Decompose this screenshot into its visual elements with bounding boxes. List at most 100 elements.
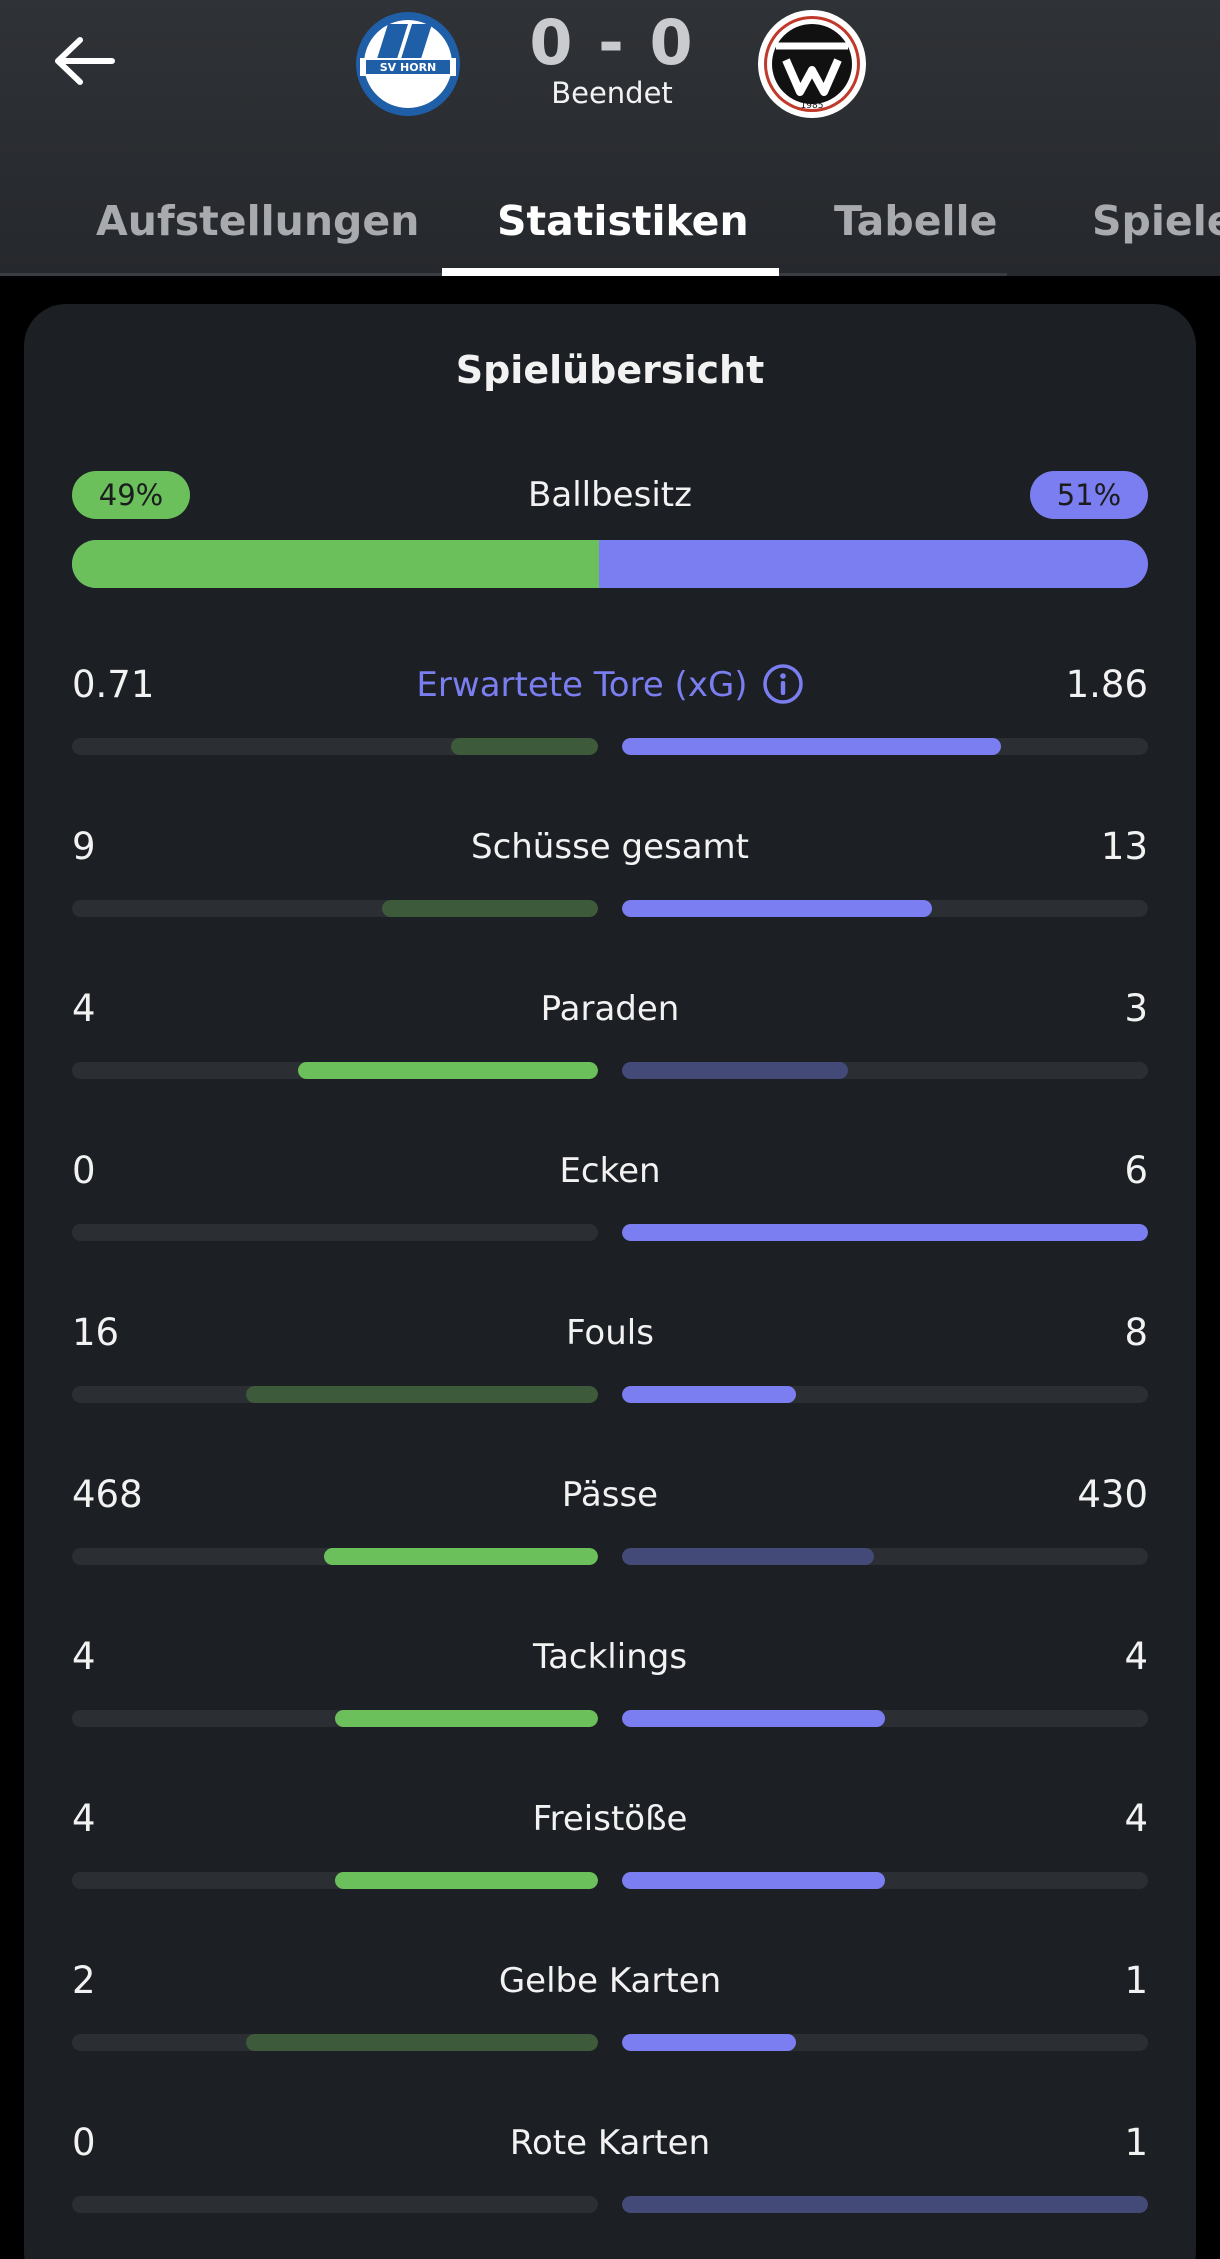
stat-label: Gelbe Karten bbox=[310, 1956, 910, 2006]
stat-away-value: 3 bbox=[1124, 987, 1148, 1030]
stat-label: Pässe bbox=[310, 1470, 910, 1520]
stat-bar-away-fill bbox=[622, 738, 1001, 755]
stat-bar-away-fill bbox=[622, 2196, 1148, 2213]
stat-away-value: 8 bbox=[1124, 1311, 1148, 1354]
info-icon[interactable] bbox=[762, 663, 804, 705]
stat-away-value: 1 bbox=[1124, 2121, 1148, 2164]
stat-bar-away-fill bbox=[622, 1710, 885, 1727]
active-tab-indicator bbox=[442, 268, 779, 276]
stat-bar-home-track bbox=[72, 1710, 598, 1727]
stat-label: Schüsse gesamt bbox=[310, 822, 910, 872]
stat-label: Freistöße bbox=[310, 1794, 910, 1844]
stat-label-text: Tacklings bbox=[532, 1637, 688, 1677]
stat-home-value: 16 bbox=[72, 1311, 120, 1354]
stat-bar-home-fill bbox=[382, 900, 598, 917]
stat-row-tacklings: 4 Tacklings 4 bbox=[0, 1632, 1220, 1732]
possession-bar bbox=[72, 540, 1148, 588]
away-team-crest[interactable]: 1985 bbox=[756, 8, 868, 120]
stat-row-schüsse-gesamt: 9 Schüsse gesamt 13 bbox=[0, 822, 1220, 922]
home-crest-text: SV HORN bbox=[380, 61, 437, 74]
stat-bar-away-track bbox=[622, 1062, 1148, 1079]
stat-home-value: 2 bbox=[72, 1959, 96, 2002]
stat-away-value: 1 bbox=[1124, 1959, 1148, 2002]
stat-row-fouls: 16 Fouls 8 bbox=[0, 1308, 1220, 1408]
stat-home-value: 9 bbox=[72, 825, 96, 868]
stat-away-value: 430 bbox=[1077, 1473, 1148, 1516]
stat-bar-away-track bbox=[622, 2196, 1148, 2213]
stat-bar-away-track bbox=[622, 1386, 1148, 1403]
home-team-crest[interactable]: SV HORN bbox=[352, 8, 464, 120]
stat-bar-home-fill bbox=[335, 1710, 598, 1727]
possession-label: Ballbesitz bbox=[528, 475, 692, 515]
tab-tabelle[interactable]: Tabelle bbox=[834, 197, 998, 245]
stat-label-text: Ecken bbox=[559, 1151, 661, 1191]
score: 0 - 0 bbox=[529, 6, 695, 79]
stat-home-value: 4 bbox=[72, 1635, 96, 1678]
possession-bar-home bbox=[72, 540, 600, 588]
stat-bar-home-fill bbox=[245, 2034, 598, 2051]
stat-home-value: 0.71 bbox=[72, 663, 155, 706]
scoreboard: 0 - 0 Beendet bbox=[512, 6, 712, 110]
stat-bar-home-track bbox=[72, 2196, 598, 2213]
stat-bar-home-fill bbox=[298, 1062, 598, 1079]
stat-row-rote-karten: 0 Rote Karten 1 bbox=[0, 2118, 1220, 2218]
stat-bar-home-fill bbox=[324, 1548, 598, 1565]
stat-bar-home-track bbox=[72, 1224, 598, 1241]
stat-home-value: 0 bbox=[72, 1149, 96, 1192]
stat-bar-away-fill bbox=[622, 2034, 796, 2051]
stat-row-paraden: 4 Paraden 3 bbox=[0, 984, 1220, 1084]
stat-bar-away-fill bbox=[622, 1062, 849, 1079]
stat-away-value: 1.86 bbox=[1065, 663, 1148, 706]
tab-bar: Aufstellungen Statistiken Tabelle Spiele bbox=[0, 166, 1220, 276]
tab-aufstellungen[interactable]: Aufstellungen bbox=[96, 197, 420, 245]
away-crest-text: 1985 bbox=[801, 101, 824, 111]
stat-bar-away-fill bbox=[622, 1386, 796, 1403]
stat-bar-home-track bbox=[72, 1548, 598, 1565]
stat-bar-home-track bbox=[72, 738, 598, 755]
stat-bar-away-track bbox=[622, 1548, 1148, 1565]
stat-bar-away-track bbox=[622, 2034, 1148, 2051]
stat-bar-home-track bbox=[72, 1062, 598, 1079]
stat-bar-home-track bbox=[72, 1872, 598, 1889]
card-title: Spielübersicht bbox=[455, 348, 765, 392]
stat-away-value: 4 bbox=[1124, 1797, 1148, 1840]
stat-away-value: 6 bbox=[1124, 1149, 1148, 1192]
stat-bar-away-track bbox=[622, 738, 1148, 755]
stat-label-text: Erwartete Tore (xG) bbox=[416, 665, 748, 705]
stat-row-freistöße: 4 Freistöße 4 bbox=[0, 1794, 1220, 1894]
match-header: SV HORN 0 - 0 Beendet 1985 Aufstellungen… bbox=[0, 0, 1220, 276]
stats-card bbox=[24, 304, 1196, 2259]
stat-bar-away-fill bbox=[622, 1224, 1148, 1241]
stat-label-text: Paraden bbox=[540, 989, 680, 1029]
stat-away-value: 4 bbox=[1124, 1635, 1148, 1678]
stat-bar-away-track bbox=[622, 900, 1148, 917]
stat-label: Paraden bbox=[310, 984, 910, 1034]
match-status: Beendet bbox=[551, 76, 673, 110]
stat-bar-home-fill bbox=[245, 1386, 598, 1403]
stat-bar-away-track bbox=[622, 1872, 1148, 1889]
stat-bar-home-fill bbox=[450, 738, 598, 755]
back-button[interactable] bbox=[46, 26, 122, 96]
stat-bar-home-track bbox=[72, 1386, 598, 1403]
stat-label[interactable]: Erwartete Tore (xG) bbox=[310, 660, 910, 710]
stat-bar-away-track bbox=[622, 1710, 1148, 1727]
tab-spiele[interactable]: Spiele bbox=[1092, 197, 1220, 245]
stat-away-value: 13 bbox=[1100, 825, 1148, 868]
stat-label-text: Freistöße bbox=[532, 1799, 688, 1839]
stat-row-erwartete-tore-xg: 0.71 Erwartete Tore (xG) 1.86 bbox=[0, 660, 1220, 760]
stat-bar-away-track bbox=[622, 1224, 1148, 1241]
stat-bar-home-track bbox=[72, 900, 598, 917]
stat-label: Ecken bbox=[310, 1146, 910, 1196]
stat-label-text: Gelbe Karten bbox=[498, 1961, 722, 2001]
stat-row-pässe: 468 Pässe 430 bbox=[0, 1470, 1220, 1570]
stat-label-text: Pässe bbox=[561, 1475, 659, 1515]
stat-bar-away-fill bbox=[622, 900, 933, 917]
arrow-left-icon bbox=[55, 37, 115, 85]
home-possession-badge: 49% bbox=[72, 471, 190, 519]
stat-home-value: 4 bbox=[72, 987, 96, 1030]
stat-home-value: 4 bbox=[72, 1797, 96, 1840]
stat-label-text: Schüsse gesamt bbox=[470, 827, 750, 867]
stat-label-text: Rote Karten bbox=[509, 2123, 711, 2163]
tab-statistiken[interactable]: Statistiken bbox=[497, 197, 749, 245]
away-possession-badge: 51% bbox=[1030, 471, 1148, 519]
